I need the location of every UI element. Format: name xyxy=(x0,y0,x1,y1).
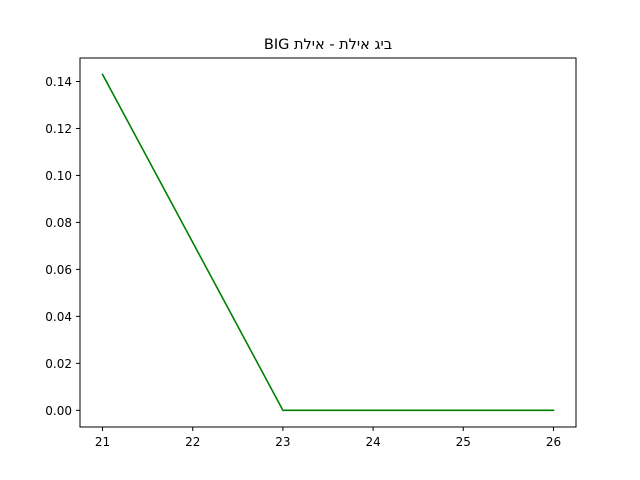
y-tick-label-0.04: 0.04 xyxy=(45,310,72,324)
series-line-1 xyxy=(101,73,555,412)
x-tick-label-23: 23 xyxy=(275,435,290,449)
y-tick-label-0.08: 0.08 xyxy=(45,216,72,230)
plot-area: 21 22 23 24 25 26 0.00 0.02 0.04 0.06 0.08 0.10 0.12… xyxy=(45,57,577,449)
x-tick-label-22: 22 xyxy=(185,435,200,449)
y-tick-label-0.12: 0.12 xyxy=(45,122,72,136)
x-tick-label-21: 21 xyxy=(95,435,110,449)
chart-title: BIG ביג אילת - אילת xyxy=(264,37,392,53)
y-tick-label-0.10: 0.10 xyxy=(45,169,72,183)
x-tick-label-26: 26 xyxy=(546,435,561,449)
x-tick-label-24: 24 xyxy=(365,435,380,449)
y-tick-label-0.02: 0.02 xyxy=(45,357,72,371)
y-tick-label-0.00: 0.00 xyxy=(45,404,72,418)
y-tick-label-0.06: 0.06 xyxy=(45,263,72,277)
x-tick-label-25: 25 xyxy=(456,435,471,449)
axes-frame xyxy=(79,57,577,428)
y-tick-label-0.14: 0.14 xyxy=(45,75,72,89)
